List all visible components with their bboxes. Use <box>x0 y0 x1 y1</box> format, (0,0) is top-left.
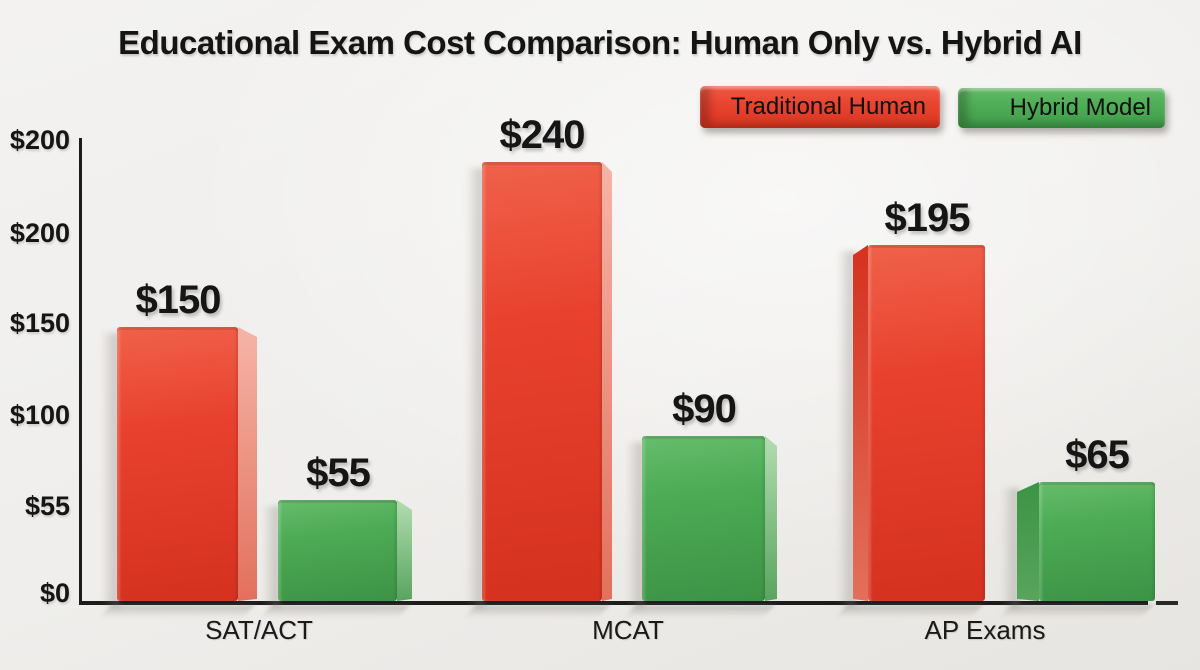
y-tick-label-5: $0 <box>39 578 70 608</box>
bar-traditional-human-sat-act <box>101 327 257 607</box>
bar-side-face <box>238 327 257 601</box>
value-label-hybrid-model-ap-exams: $65 <box>1065 433 1130 477</box>
x-category-label-sat-act: SAT/ACT <box>205 615 313 645</box>
bar-front-face <box>482 162 602 601</box>
bar-side-face <box>765 436 777 601</box>
legend-item-hybrid-model: Hybrid Model <box>958 88 1165 128</box>
bar-wall-shadow <box>262 506 280 607</box>
legend-label-traditional-human: Traditional Human <box>730 93 926 120</box>
bar-front-face <box>278 500 397 601</box>
bar-side-face <box>853 245 868 601</box>
value-label-traditional-human-sat-act: $150 <box>135 278 222 322</box>
y-tick-label-4: $55 <box>24 491 70 521</box>
bar-wall-shadow <box>626 442 644 607</box>
bar-hybrid-model-ap-exams <box>1001 482 1155 607</box>
legend-label-hybrid-model: Hybrid Model <box>1009 94 1151 121</box>
bar-front-face <box>117 327 238 601</box>
bar-hybrid-model-mcat <box>626 436 777 607</box>
value-label-hybrid-model-mcat: $90 <box>672 387 737 431</box>
bar-side-face <box>397 500 412 601</box>
bar-side-face <box>602 162 612 601</box>
bar-wall-shadow <box>101 333 119 607</box>
bar-front-face <box>1039 482 1155 601</box>
bar-traditional-human-ap-exams <box>837 245 985 607</box>
y-tick-label-2: $150 <box>9 308 70 338</box>
bar-wall-shadow <box>466 168 484 607</box>
y-tick-label-1: $200 <box>9 218 70 248</box>
bar-wall-shadow <box>837 251 855 607</box>
value-label-traditional-human-ap-exams: $195 <box>884 196 971 240</box>
y-tick-label-0: $200 <box>9 125 70 155</box>
bar-wall-shadow <box>1001 488 1019 607</box>
value-label-hybrid-model-sat-act: $55 <box>306 451 371 495</box>
bar-traditional-human-mcat <box>466 162 612 607</box>
x-category-label-ap-exams: AP Exams <box>924 615 1046 645</box>
legend-item-traditional-human: Traditional Human <box>700 86 940 128</box>
bar-side-face <box>1017 482 1039 601</box>
chart-title: Educational Exam Cost Comparison: Human … <box>118 24 1082 61</box>
bar-hybrid-model-sat-act <box>262 500 412 607</box>
value-label-traditional-human-mcat: $240 <box>499 113 586 157</box>
bar-front-face <box>642 436 765 601</box>
y-axis-line <box>79 138 82 605</box>
x-axis-line <box>79 601 1148 605</box>
x-axis-line-dash <box>1156 601 1178 605</box>
bar-front-face <box>868 245 985 601</box>
y-tick-label-3: $100 <box>9 400 70 430</box>
x-category-label-mcat: MCAT <box>592 615 664 645</box>
